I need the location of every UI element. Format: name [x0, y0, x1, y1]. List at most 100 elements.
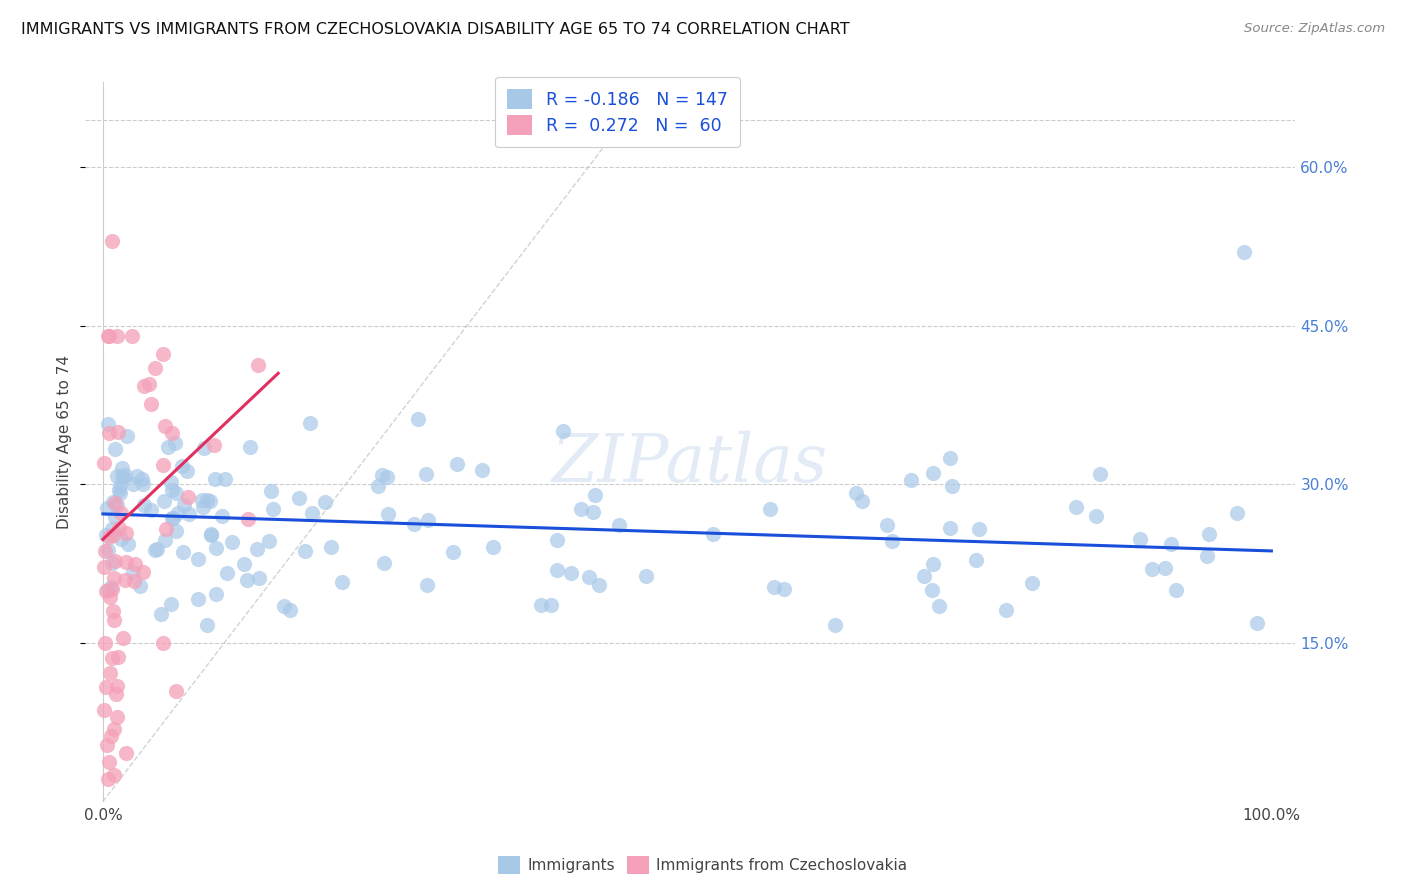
Point	[278, 603, 301, 617]
Point	[110, 532, 132, 546]
Point	[103, 571, 125, 585]
Point	[921, 582, 943, 597]
Point	[131, 472, 153, 486]
Point	[187, 592, 209, 607]
Point	[236, 574, 259, 588]
Point	[415, 467, 437, 481]
Point	[578, 570, 600, 584]
Point	[101, 528, 124, 542]
Point	[115, 526, 138, 541]
Point	[122, 565, 145, 579]
Point	[824, 618, 846, 632]
Point	[257, 534, 280, 549]
Point	[122, 477, 145, 491]
Point	[1085, 509, 1108, 524]
Point	[177, 491, 200, 505]
Point	[1197, 549, 1219, 564]
Point	[939, 451, 962, 466]
Point	[101, 582, 124, 596]
Point	[105, 329, 128, 343]
Point	[155, 533, 177, 547]
Point	[173, 498, 195, 512]
Point	[922, 466, 945, 480]
Point	[97, 772, 120, 786]
Point	[114, 574, 136, 588]
Point	[416, 513, 439, 527]
Point	[965, 553, 987, 567]
Point	[845, 485, 868, 500]
Point	[187, 551, 209, 566]
Legend: R = -0.186   N = 147, R =  0.272   N =  60: R = -0.186 N = 147, R = 0.272 N = 60	[495, 77, 740, 147]
Point	[301, 506, 323, 520]
Point	[211, 509, 233, 524]
Point	[1129, 532, 1152, 546]
Point	[160, 475, 183, 490]
Point	[928, 599, 950, 613]
Point	[152, 636, 174, 650]
Point	[107, 425, 129, 440]
Point	[139, 396, 162, 410]
Point	[98, 590, 121, 604]
Point	[114, 468, 136, 483]
Point	[273, 599, 295, 613]
Point	[176, 465, 198, 479]
Point	[93, 559, 115, 574]
Point	[1160, 537, 1182, 551]
Point	[367, 479, 389, 493]
Point	[160, 483, 183, 498]
Point	[546, 533, 568, 548]
Point	[876, 518, 898, 533]
Point	[108, 486, 131, 500]
Point	[167, 506, 190, 520]
Point	[152, 458, 174, 472]
Point	[111, 631, 134, 645]
Point	[131, 565, 153, 579]
Point	[96, 500, 118, 515]
Point	[190, 492, 212, 507]
Point	[98, 425, 121, 440]
Point	[98, 665, 121, 680]
Point	[912, 569, 935, 583]
Point	[111, 469, 134, 483]
Point	[97, 583, 120, 598]
Point	[233, 558, 256, 572]
Point	[530, 598, 553, 612]
Point	[198, 494, 221, 508]
Point	[553, 424, 575, 438]
Point	[103, 614, 125, 628]
Point	[107, 649, 129, 664]
Point	[146, 541, 169, 556]
Point	[193, 441, 215, 455]
Point	[101, 604, 124, 618]
Point	[236, 511, 259, 525]
Point	[105, 710, 128, 724]
Point	[294, 544, 316, 558]
Point	[321, 541, 343, 555]
Point	[97, 755, 120, 769]
Point	[117, 537, 139, 551]
Point	[377, 507, 399, 521]
Point	[93, 703, 115, 717]
Point	[1164, 582, 1187, 597]
Point	[922, 557, 945, 571]
Point	[172, 545, 194, 559]
Point	[94, 528, 117, 542]
Point	[96, 543, 118, 558]
Point	[262, 501, 284, 516]
Point	[132, 476, 155, 491]
Point	[588, 578, 610, 592]
Point	[105, 468, 128, 483]
Point	[191, 500, 214, 514]
Point	[373, 556, 395, 570]
Point	[406, 412, 429, 426]
Point	[105, 498, 128, 512]
Legend: Immigrants, Immigrants from Czechoslovakia: Immigrants, Immigrants from Czechoslovak…	[492, 850, 914, 880]
Point	[104, 496, 127, 510]
Point	[967, 522, 990, 536]
Point	[97, 529, 120, 543]
Point	[314, 495, 336, 509]
Point	[152, 494, 174, 508]
Point	[165, 524, 187, 539]
Point	[851, 493, 873, 508]
Point	[214, 472, 236, 486]
